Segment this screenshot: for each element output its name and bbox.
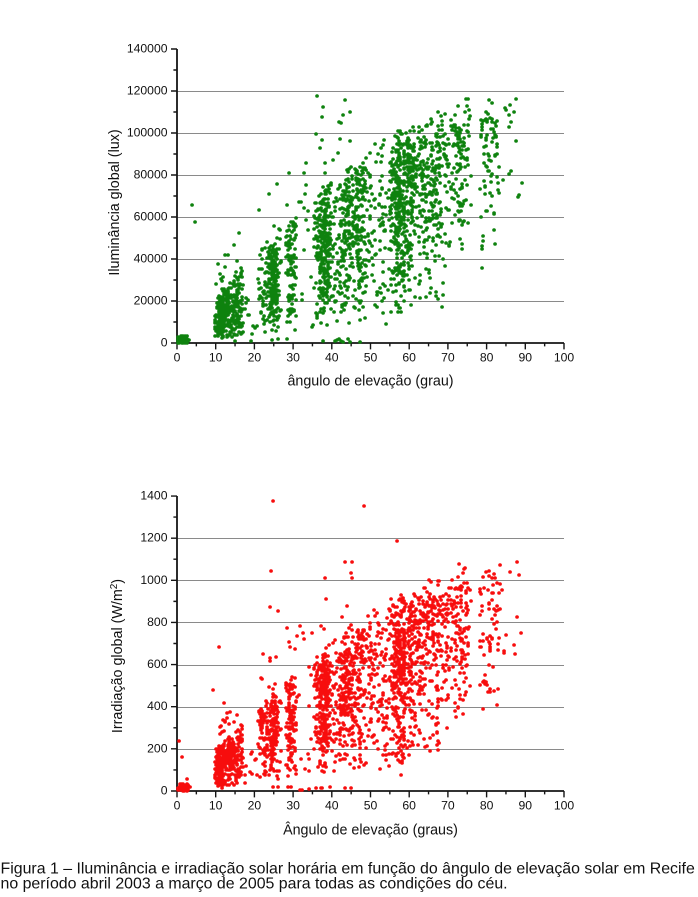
- svg-text:80: 80: [480, 351, 494, 365]
- svg-text:20: 20: [248, 351, 262, 365]
- svg-text:20: 20: [248, 799, 262, 813]
- svg-text:no período abril 2003 a março: no período abril 2003 a março de 2005 pa…: [1, 876, 508, 893]
- svg-text:10: 10: [209, 799, 223, 813]
- svg-text:60: 60: [402, 799, 416, 813]
- svg-text:30: 30: [286, 351, 300, 365]
- svg-text:1000: 1000: [140, 573, 167, 587]
- svg-text:60000: 60000: [134, 210, 168, 224]
- svg-text:100: 100: [554, 799, 575, 813]
- svg-text:40: 40: [325, 799, 339, 813]
- svg-text:70: 70: [441, 351, 455, 365]
- svg-text:Ângulo de elevação (graus): Ângulo de elevação (graus): [283, 822, 458, 839]
- svg-text:40000: 40000: [134, 252, 168, 266]
- svg-text:Figura 1 – Iluminância e irrad: Figura 1 – Iluminância e irradiação sola…: [1, 861, 695, 878]
- svg-text:50: 50: [364, 799, 378, 813]
- svg-text:100: 100: [554, 351, 575, 365]
- svg-text:90: 90: [519, 351, 533, 365]
- svg-text:0: 0: [174, 799, 181, 813]
- svg-text:1400: 1400: [140, 489, 167, 503]
- svg-text:70: 70: [441, 799, 455, 813]
- svg-text:10: 10: [209, 351, 223, 365]
- svg-text:40: 40: [325, 351, 339, 365]
- svg-text:0: 0: [161, 336, 168, 350]
- svg-text:Irradiação global (W/m2): Irradiação global (W/m2): [109, 579, 126, 733]
- svg-text:60: 60: [402, 351, 416, 365]
- svg-text:80: 80: [480, 799, 494, 813]
- svg-text:0: 0: [174, 351, 181, 365]
- svg-text:400: 400: [147, 699, 168, 713]
- svg-text:ângulo de elevação (grau): ângulo de elevação (grau): [287, 374, 453, 390]
- svg-text:100000: 100000: [127, 126, 168, 140]
- svg-text:200: 200: [147, 741, 168, 755]
- svg-text:80000: 80000: [134, 168, 168, 182]
- svg-text:1200: 1200: [140, 531, 167, 545]
- svg-text:20000: 20000: [134, 294, 168, 308]
- svg-text:Iluminância global (lux): Iluminância global (lux): [107, 129, 123, 275]
- svg-text:140000: 140000: [127, 42, 168, 56]
- svg-text:120000: 120000: [127, 84, 168, 98]
- svg-text:600: 600: [147, 657, 168, 671]
- svg-text:30: 30: [286, 799, 300, 813]
- svg-text:0: 0: [161, 784, 168, 798]
- svg-text:800: 800: [147, 615, 168, 629]
- svg-text:50: 50: [364, 351, 378, 365]
- svg-text:90: 90: [519, 799, 533, 813]
